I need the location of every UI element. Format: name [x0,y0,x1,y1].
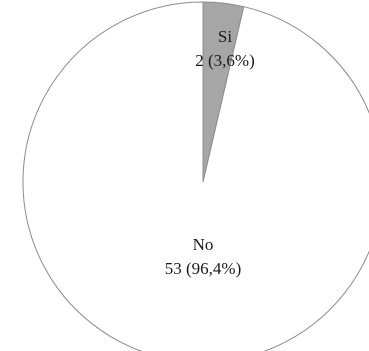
slice-label-si-name: Si [218,27,232,46]
slice-label-no-name: No [193,235,214,254]
pie-slice-no [22,1,369,351]
slice-label-si-value: 2 (3,6%) [195,51,254,70]
slice-label-no-value: 53 (96,4%) [165,259,241,278]
